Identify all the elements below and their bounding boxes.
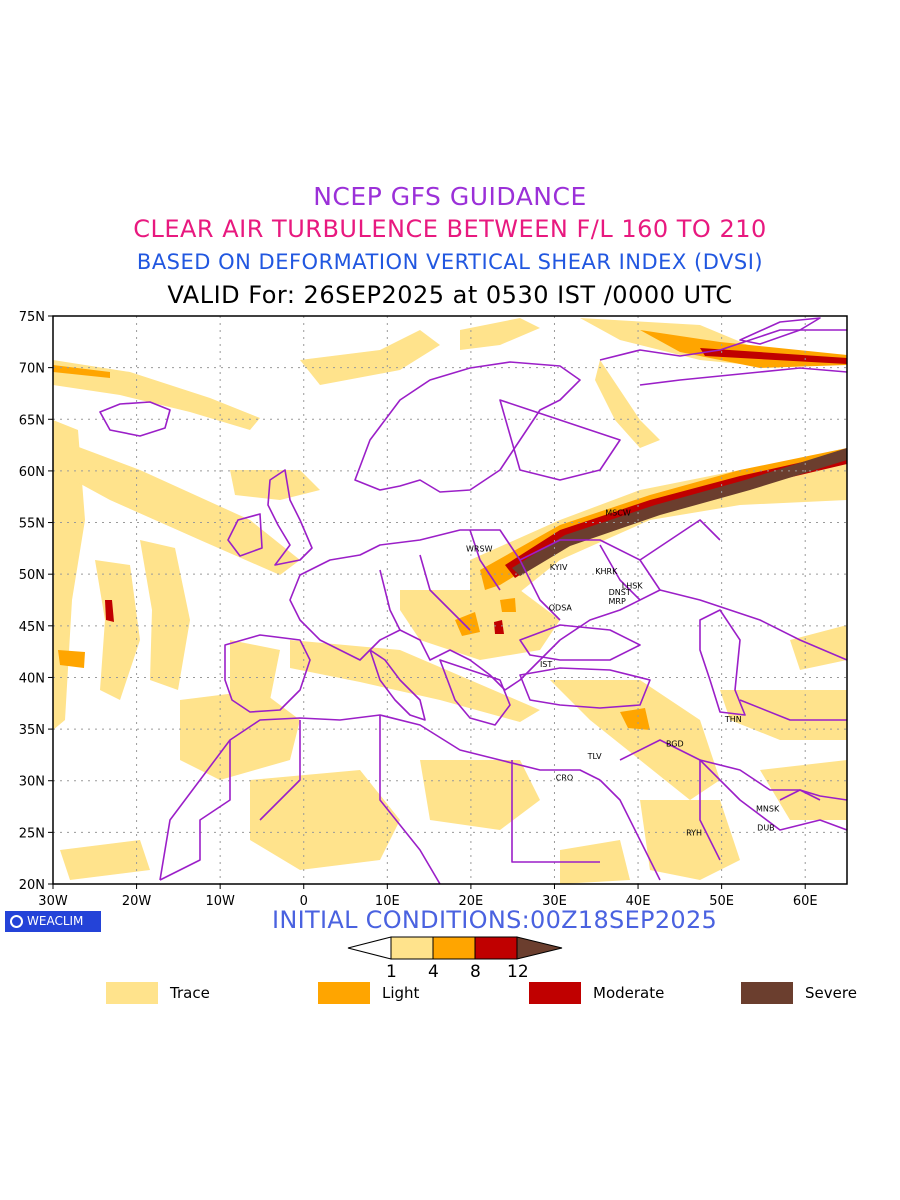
legend-severe-label: Severe <box>805 984 857 1002</box>
colorbar-segment-8-12 <box>474 936 518 960</box>
lon-tick-label: 20W <box>122 894 152 909</box>
legend-light-label: Light <box>382 984 420 1002</box>
legend-moderate-label: Moderate <box>593 984 665 1002</box>
lat-tick-label: 75N <box>19 310 45 325</box>
colorbar-label-8: 8 <box>470 962 481 982</box>
lat-tick-label: 55N <box>19 517 45 532</box>
lat-tick-label: 50N <box>19 568 45 583</box>
colorbar <box>347 936 563 960</box>
city-label-wrsw: WRSW <box>466 544 493 553</box>
title-method: BASED ON DEFORMATION VERTICAL SHEAR INDE… <box>136 250 764 274</box>
city-label-odsa: ODSA <box>549 603 573 612</box>
city-label-tlv: TLV <box>587 752 602 761</box>
lon-tick-label: 30E <box>542 894 567 909</box>
city-label-thn: THN <box>724 715 742 724</box>
lon-tick-label: 30W <box>38 894 68 909</box>
weaclim-logo-icon <box>10 915 23 928</box>
city-label-lhsk: LHSK <box>622 582 644 591</box>
city-label-bgd: BGD <box>666 740 684 749</box>
lat-tick-label: 25N <box>19 826 45 841</box>
colorbar-segment-above-12 <box>516 936 563 960</box>
lon-tick-label: 20E <box>459 894 484 909</box>
initial-conditions: INITIAL CONDITIONS:00Z18SEP2025 <box>272 906 718 934</box>
colorbar-segment-4-8 <box>432 936 476 960</box>
colorbar-segment-below-1 <box>347 936 392 960</box>
city-label-mrp: MRP <box>609 597 626 606</box>
lon-tick-label: 10E <box>375 894 400 909</box>
legend-moderate-swatch <box>529 982 581 1004</box>
title-valid-time: VALID For: 26SEP2025 at 0530 IST /0000 U… <box>167 281 733 309</box>
lat-tick-label: 40N <box>19 671 45 686</box>
lat-tick-label: 65N <box>19 413 45 428</box>
city-label-kyiv: KYIV <box>550 563 568 572</box>
lon-tick-label: 50E <box>709 894 734 909</box>
city-label-dnst: DNST <box>609 588 631 597</box>
coastlines-and-borders <box>99 317 847 884</box>
title-model: NCEP GFS GUIDANCE <box>313 182 587 211</box>
city-label-mscw: MSCW <box>605 508 631 517</box>
trace-turbulence-areas <box>53 318 847 884</box>
severe-turbulence-areas <box>512 448 847 576</box>
latitude-axis: 75N 70N 65N 60N 55N 50N 45N 40N 35N 30N 25N 20N <box>19 310 53 893</box>
city-label-mnsk: MNSK <box>756 805 780 814</box>
city-label-khrk: KHRK <box>595 567 618 576</box>
legend-trace-label: Trace <box>170 984 210 1002</box>
title-product: CLEAR AIR TURBULENCE BETWEEN F/L 160 TO … <box>133 215 767 243</box>
colorbar-label-12: 12 <box>507 962 529 982</box>
lon-tick-label: 40E <box>626 894 651 909</box>
city-label-ryh: RYH <box>686 828 702 837</box>
city-label-ist: IST <box>540 660 552 669</box>
lat-tick-label: 30N <box>19 775 45 790</box>
lat-tick-label: 35N <box>19 723 45 738</box>
city-label-dub: DUB <box>757 823 775 832</box>
colorbar-label-1: 1 <box>386 962 397 982</box>
lat-tick-label: 60N <box>19 465 45 480</box>
legend-trace-swatch <box>106 982 158 1004</box>
legend-severe-swatch <box>741 982 793 1004</box>
badge-text: WEACLIM <box>27 914 84 928</box>
lon-tick-label: 0 <box>300 894 308 909</box>
lat-tick-label: 45N <box>19 620 45 635</box>
lon-tick-label: 10W <box>205 894 235 909</box>
colorbar-label-4: 4 <box>428 962 439 982</box>
colorbar-segment-1-4 <box>390 936 434 960</box>
weaclim-badge: WEACLIM <box>5 911 101 932</box>
lon-tick-label: 60E <box>793 894 818 909</box>
city-label-cro: CRO <box>556 774 573 783</box>
legend-light-swatch <box>318 982 370 1004</box>
lat-tick-label: 20N <box>19 878 45 893</box>
longitude-axis: 30W 20W 10W 0 10E 20E 30E 40E 50E 60E <box>38 884 818 909</box>
map-frame <box>52 315 848 885</box>
lat-tick-label: 70N <box>19 362 45 377</box>
